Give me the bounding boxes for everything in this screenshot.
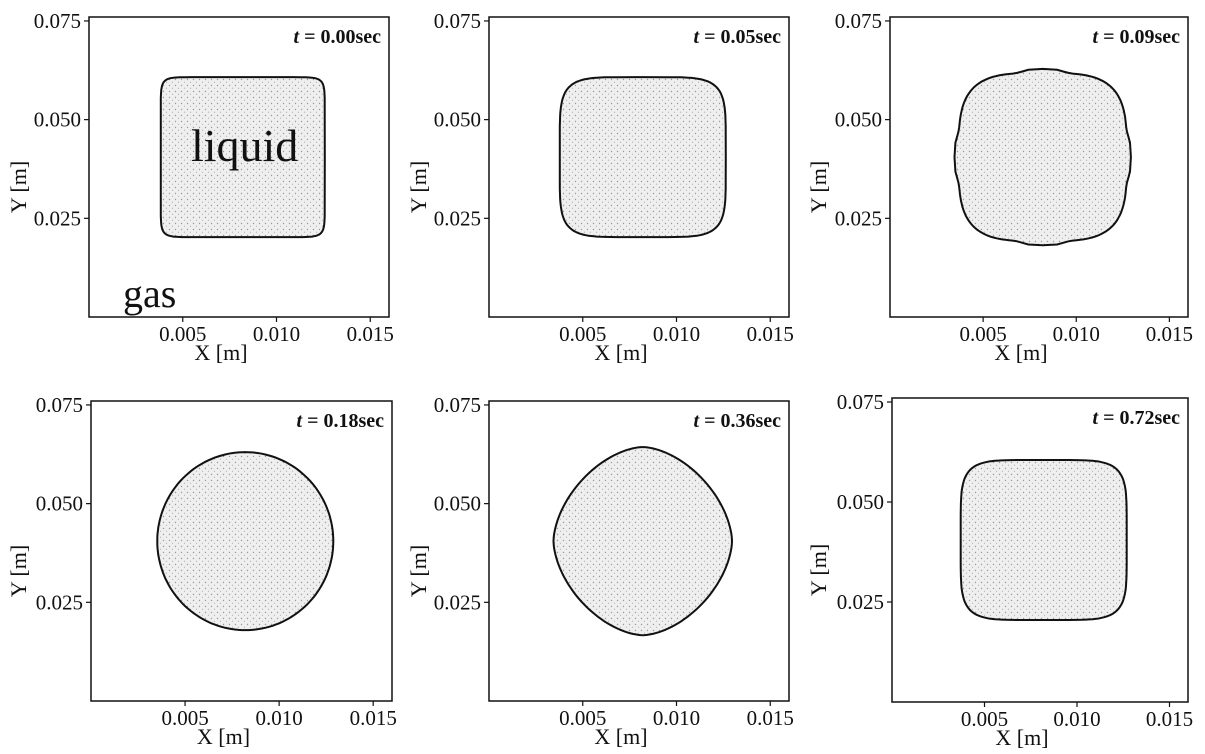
panel-5-plot: 0.075 0.050 0.025 0.005 0.010 0.015 X [m] Y [m]… — [406, 393, 794, 749]
x-tick-label: 0.015 — [1146, 707, 1193, 731]
x-tick-label: 0.005 — [559, 706, 606, 730]
panel-2-plot: 0.075 0.050 0.025 0.005 0.010 0.015 X [m] Y [m]… — [406, 9, 794, 365]
x-tick-label: 0.005 — [159, 322, 206, 346]
x-tick-label: 0.015 — [747, 322, 794, 346]
time-label: t = 0.09sec — [1093, 26, 1181, 48]
liquid-interface-5 — [552, 446, 734, 637]
x-tick-label: 0.005 — [559, 322, 606, 346]
y-axis-title: Y [m] — [6, 161, 31, 213]
y-tick-label: 0.025 — [837, 590, 884, 614]
y-axis-title: Y [m] — [6, 545, 31, 597]
time-label: t = 0.72sec — [1093, 407, 1181, 429]
x-tick-label: 0.010 — [253, 322, 300, 346]
y-axis-title: Y [m] — [806, 161, 831, 213]
x-tick-label: 0.005 — [161, 706, 208, 730]
x-tick-label: 0.010 — [653, 322, 700, 346]
liquid-interface-1 — [159, 76, 326, 239]
y-tick-label: 0.025 — [36, 590, 83, 614]
time-label: t = 0.00sec — [294, 26, 382, 48]
y-tick-label: 0.075 — [434, 9, 481, 33]
plot-frame — [488, 16, 790, 318]
y-tick-label: 0.025 — [434, 206, 481, 230]
y-axis-title: Y [m] — [406, 545, 431, 597]
liquid-interface-4 — [156, 451, 335, 632]
x-tick-label: 0.015 — [347, 322, 394, 346]
plot-frame — [488, 400, 790, 702]
x-tick-label: 0.010 — [1053, 707, 1100, 731]
plot-frame — [90, 400, 393, 702]
x-axis-title: X [m] — [594, 724, 647, 749]
y-tick-label: 0.050 — [34, 108, 81, 132]
y-tick-label: 0.025 — [434, 590, 481, 614]
x-axis-title: X [m] — [594, 340, 647, 365]
time-label: t = 0.18sec — [297, 410, 385, 432]
gas-label: gas — [123, 271, 176, 316]
y-tick-label: 0.025 — [34, 206, 81, 230]
x-tick-label: 0.005 — [960, 322, 1007, 346]
liquid-interface-3 — [953, 67, 1132, 247]
y-tick-label: 0.050 — [434, 108, 481, 132]
x-axis-title: X [m] — [197, 724, 250, 749]
panel-3: 0.075 0.050 0.025 0.005 0.010 0.015 X [m] Y [m]… — [800, 0, 1200, 377]
time-label: t = 0.05sec — [694, 26, 782, 48]
x-tick-label: 0.005 — [961, 707, 1008, 731]
panel-6-plot: 0.075 0.050 0.025 0.005 0.010 0.015 X [m] Y [m]… — [806, 390, 1193, 750]
liquid-label: liquid — [191, 120, 298, 171]
panel-5: 0.075 0.050 0.025 0.005 0.010 0.015 X [m] Y [m]… — [400, 377, 800, 754]
panel-2: 0.075 0.050 0.025 0.005 0.010 0.015 X [m] Y [m]… — [400, 0, 800, 377]
x-axis-title: X [m] — [194, 340, 247, 365]
y-tick-label: 0.050 — [837, 490, 884, 514]
plot-frame — [889, 16, 1189, 318]
x-axis-title: X [m] — [995, 725, 1048, 750]
x-tick-label: 0.015 — [1146, 322, 1193, 346]
y-axis-title: Y [m] — [406, 161, 431, 213]
panel-6: 0.075 0.050 0.025 0.005 0.010 0.015 X [m] Y [m]… — [800, 377, 1200, 754]
panel-3-plot: 0.075 0.050 0.025 0.005 0.010 0.015 X [m] Y [m]… — [806, 9, 1193, 365]
plot-frame — [88, 16, 390, 318]
y-tick-label: 0.075 — [36, 393, 83, 417]
plot-frame — [891, 397, 1189, 703]
liquid-interface-6 — [959, 459, 1128, 621]
x-tick-label: 0.015 — [747, 706, 794, 730]
y-tick-label: 0.050 — [835, 108, 882, 132]
panel-4-plot: 0.075 0.050 0.025 0.005 0.010 0.015 X [m] Y [m]… — [6, 393, 397, 749]
y-axis-title: Y [m] — [806, 544, 831, 596]
panel-1: 0.075 0.050 0.025 0.005 0.010 0.015 X [m] Y [m]… — [0, 0, 400, 377]
liquid-interface-2 — [558, 76, 727, 239]
x-tick-label: 0.010 — [653, 706, 700, 730]
x-tick-label: 0.010 — [256, 706, 303, 730]
panel-4: 0.075 0.050 0.025 0.005 0.010 0.015 X [m] Y [m]… — [0, 377, 400, 754]
y-tick-label: 0.075 — [837, 390, 884, 414]
y-tick-label: 0.075 — [434, 393, 481, 417]
y-tick-label: 0.075 — [835, 9, 882, 33]
y-tick-label: 0.025 — [835, 206, 882, 230]
y-tick-label: 0.075 — [34, 9, 81, 33]
x-axis-title: X [m] — [994, 340, 1047, 365]
x-tick-label: 0.015 — [350, 706, 397, 730]
panel-1-plot: 0.075 0.050 0.025 0.005 0.010 0.015 X [m] Y [m]… — [6, 9, 394, 365]
y-tick-label: 0.050 — [36, 492, 83, 516]
time-label: t = 0.36sec — [694, 410, 782, 432]
x-tick-label: 0.010 — [1053, 322, 1100, 346]
y-tick-label: 0.050 — [434, 492, 481, 516]
